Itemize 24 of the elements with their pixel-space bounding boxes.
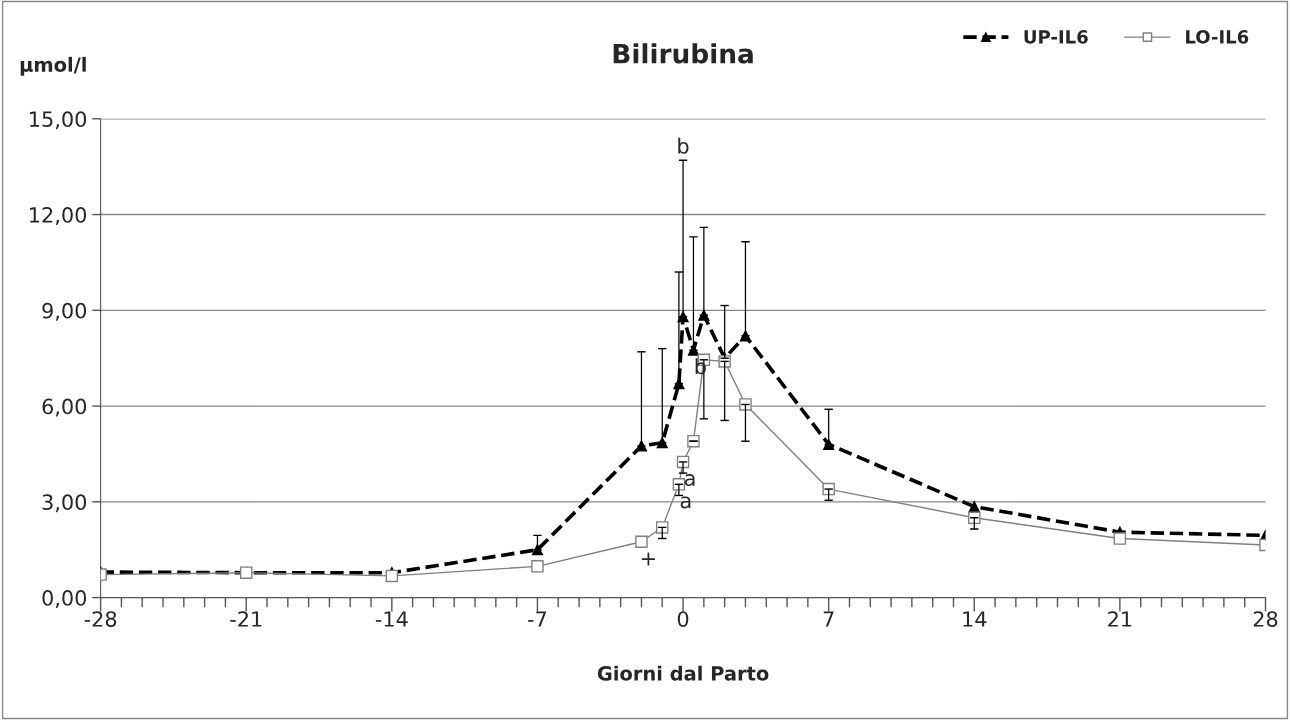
y-tick-label: 15,00: [30, 111, 87, 130]
legend-label: LO-IL6: [1186, 30, 1249, 44]
x-tick-label: 14: [963, 611, 987, 627]
annotation: b: [678, 137, 689, 154]
y-tick-label: 9,00: [42, 302, 87, 321]
legend-label: UP-IL6: [1024, 30, 1088, 44]
annotation: +: [641, 552, 655, 566]
y-tick-label: 0,00: [42, 590, 87, 608]
x-axis-title: Giorni dal Parto: [597, 665, 769, 681]
y-axis-title: µmol/l: [20, 56, 86, 76]
x-tick-label: -7: [528, 611, 547, 627]
x-tick-label: 21: [1108, 611, 1132, 627]
x-tick-label: 7: [823, 611, 834, 627]
annotation: a: [680, 496, 691, 509]
x-tick-label: -21: [230, 611, 262, 627]
y-tick-label: 6,00: [42, 398, 87, 417]
x-tick-label: -14: [375, 611, 408, 627]
annotation: a: [684, 474, 695, 487]
y-tick-label: 12,00: [30, 207, 87, 225]
x-tick-label: 28: [1253, 611, 1278, 627]
chart-title: Bilirubina: [613, 43, 753, 64]
x-tick-label: 0: [677, 611, 689, 627]
x-tick-label: -28: [84, 611, 117, 627]
y-tick-label: 3,00: [42, 494, 87, 513]
